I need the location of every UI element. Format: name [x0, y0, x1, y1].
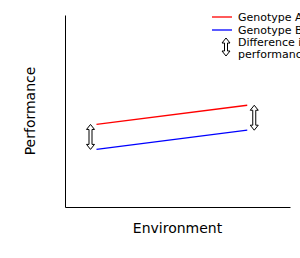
axis-line: [65, 16, 66, 208]
legend-label-line: performance: [238, 48, 300, 61]
y-axis-title: Performance: [22, 67, 38, 156]
axis-line: [66, 207, 291, 208]
plot-area: [97, 105, 248, 149]
x-axis: [66, 207, 291, 208]
legend-label: Difference inperformance: [238, 36, 300, 61]
legend-swatch: [212, 16, 232, 17]
difference-arrow: [87, 124, 95, 149]
legend-arrow-icon: [222, 38, 230, 56]
series-line: [97, 130, 248, 149]
series-line: [97, 105, 248, 124]
chart: Environment Performance Genotype AGenotype…: [0, 0, 300, 258]
legend-swatch: [212, 29, 232, 30]
difference-arrow: [250, 105, 258, 130]
legend: Genotype AGenotype BDifference inperform…: [212, 11, 300, 61]
x-axis-title: Environment: [133, 220, 223, 236]
y-axis: [65, 16, 66, 208]
legend-label: Genotype A: [238, 11, 300, 24]
